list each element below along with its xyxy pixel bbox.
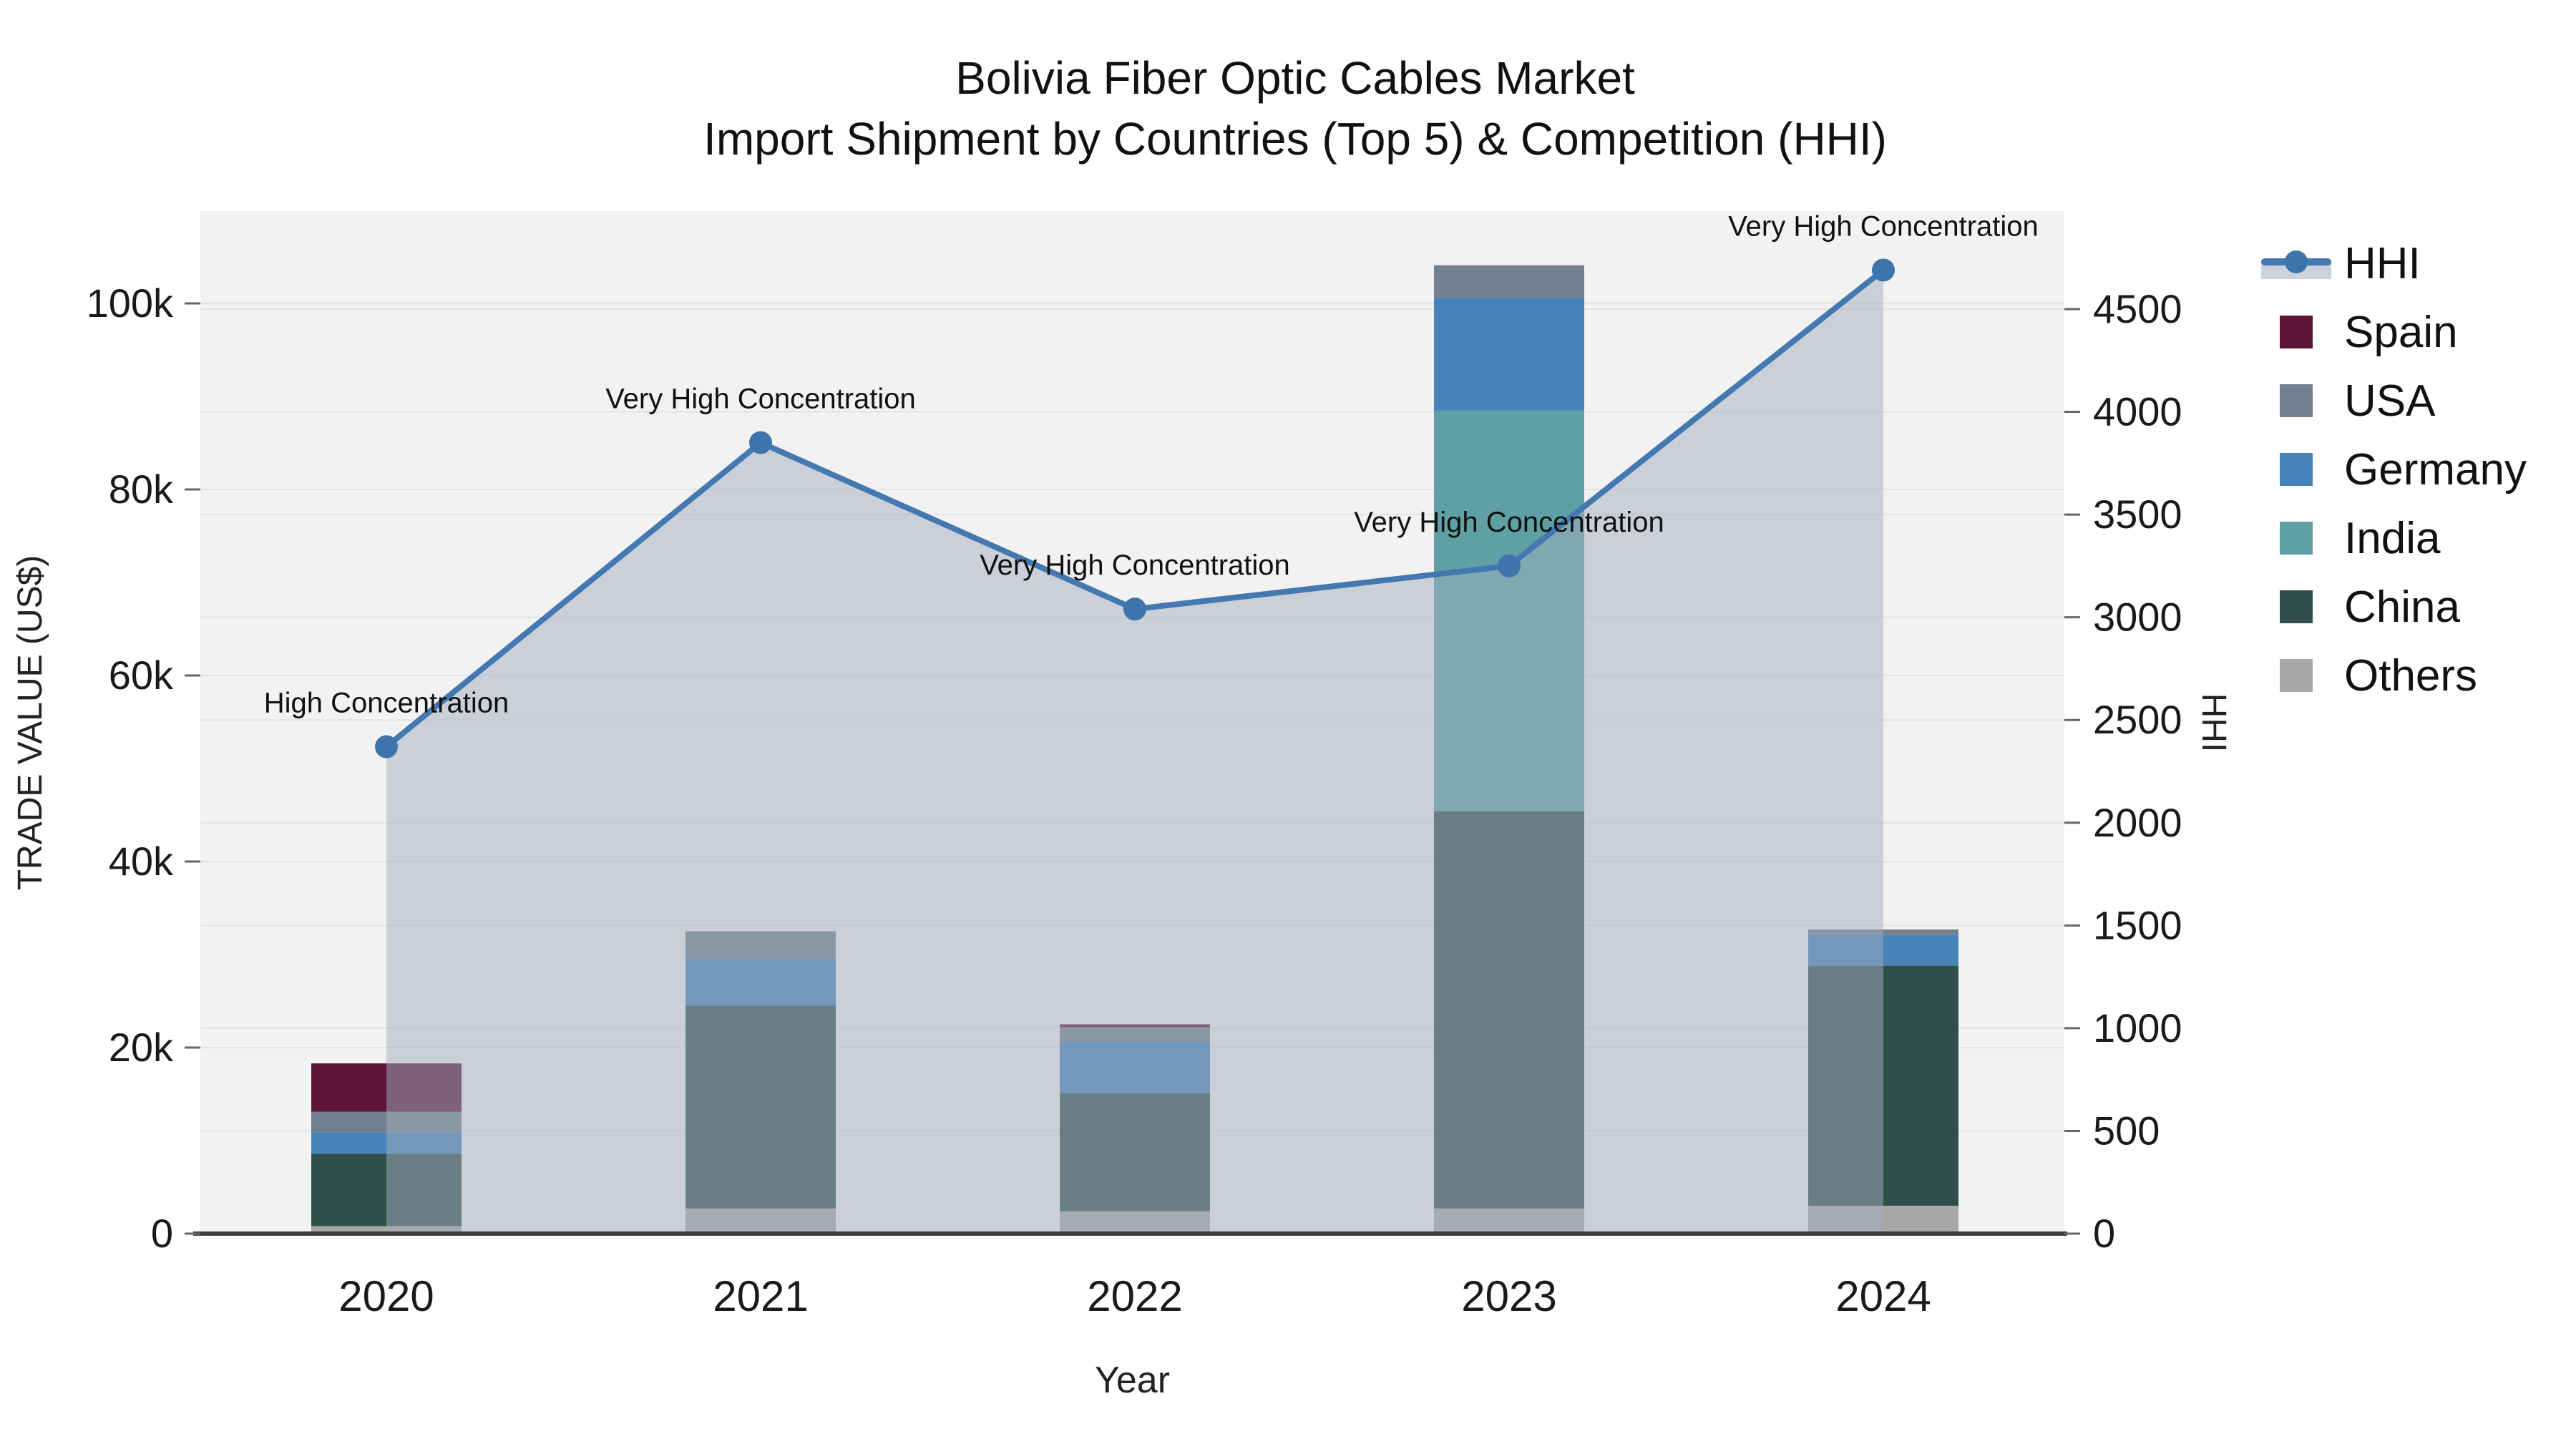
annotation-2023: Very High Concentration <box>1354 507 1664 538</box>
legend-item-germany[interactable]: Germany <box>2261 435 2569 504</box>
legend-swatch-usa <box>2280 384 2313 417</box>
chart-title-line2: Import Shipment by Countries (Top 5) & C… <box>703 113 1887 165</box>
left-axis-tick-label-60k: 60k <box>109 653 174 698</box>
chart-title-line1: Bolivia Fiber Optic Cables Market <box>955 52 1635 104</box>
legend: HHI Spain USA Germany India China Others <box>2261 229 2569 710</box>
left-axis-tick-label-40k: 40k <box>109 839 174 884</box>
legend-swatch-china <box>2280 590 2313 623</box>
annotation-2024: Very High Concentration <box>1728 210 2039 242</box>
x-axis-tick-label-2021: 2021 <box>713 1272 808 1320</box>
left-axis-tick-label-0: 0 <box>151 1211 173 1256</box>
right-axis-title: HHI <box>2195 693 2233 753</box>
legend-label-hhi: HHI <box>2344 238 2421 288</box>
right-axis-tick-label-1000: 1000 <box>2093 1005 2182 1050</box>
legend-label-india: India <box>2344 513 2441 563</box>
hhi-point-2022 <box>1123 597 1146 621</box>
bar-segment-usa-2023 <box>1434 265 1584 298</box>
x-axis-title: Year <box>1095 1360 1170 1401</box>
legend-swatch-germany <box>2280 453 2313 486</box>
legend-swatch-india <box>2280 522 2313 555</box>
right-axis-tick-label-500: 500 <box>2093 1108 2160 1153</box>
legend-item-india[interactable]: India <box>2261 504 2569 572</box>
left-axis-tick-label-20k: 20k <box>109 1025 174 1070</box>
hhi-point-2021 <box>749 431 772 454</box>
annotation-2020: High Concentration <box>264 688 509 719</box>
hhi-point-2020 <box>375 735 398 758</box>
right-axis-tick-label-3000: 3000 <box>2093 595 2182 640</box>
annotation-2021: Very High Concentration <box>605 384 916 415</box>
left-axis-tick-label-100k: 100k <box>87 280 174 326</box>
legend-item-china[interactable]: China <box>2261 572 2569 641</box>
left-axis-tick-label-80k: 80k <box>109 467 174 512</box>
hhi-point-2023 <box>1498 554 1521 577</box>
right-axis-tick-label-0: 0 <box>2093 1211 2115 1256</box>
legend-label-china: China <box>2344 582 2460 632</box>
x-axis-tick-label-2023: 2023 <box>1461 1272 1556 1320</box>
right-axis-tick-label-3500: 3500 <box>2093 492 2182 537</box>
legend-swatch-others <box>2280 659 2313 692</box>
x-axis-tick-label-2024: 2024 <box>1835 1272 1931 1320</box>
annotation-2022: Very High Concentration <box>980 550 1290 581</box>
legend-item-others[interactable]: Others <box>2261 641 2569 710</box>
right-axis-tick-label-4500: 4500 <box>2093 286 2182 331</box>
legend-item-spain[interactable]: Spain <box>2261 298 2569 366</box>
x-axis-tick-label-2022: 2022 <box>1087 1272 1182 1320</box>
legend-item-hhi[interactable]: HHI <box>2261 229 2569 298</box>
legend-label-spain: Spain <box>2344 307 2458 357</box>
legend-item-usa[interactable]: USA <box>2261 366 2569 435</box>
legend-label-others: Others <box>2344 650 2478 701</box>
right-axis-tick-label-2000: 2000 <box>2093 800 2182 845</box>
right-axis-tick-label-1500: 1500 <box>2093 902 2182 947</box>
legend-label-germany: Germany <box>2344 444 2527 494</box>
right-axis-tick-label-4000: 4000 <box>2093 389 2182 434</box>
hhi-point-2024 <box>1872 258 1895 282</box>
chart-title: Bolivia Fiber Optic Cables Market Import… <box>0 50 2576 172</box>
hhi-line-swatch-icon <box>2261 247 2331 280</box>
x-axis-tick-label-2020: 2020 <box>338 1272 434 1320</box>
hhi-area-fill <box>386 270 1883 1234</box>
bar-segment-germany-2023 <box>1434 298 1584 411</box>
left-axis-title: TRADE VALUE (US$) <box>11 555 49 891</box>
right-axis-tick-label-2500: 2500 <box>2093 697 2182 742</box>
legend-swatch-spain <box>2280 316 2313 348</box>
legend-label-usa: USA <box>2344 376 2436 426</box>
